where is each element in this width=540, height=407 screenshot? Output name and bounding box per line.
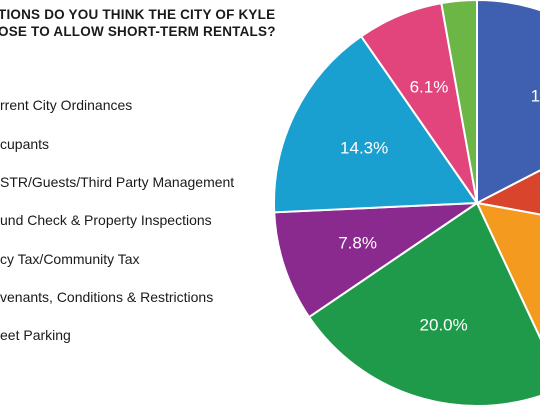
- legend-item-parking: eet Parking: [0, 327, 71, 343]
- pie-slice-0: [476, 0, 540, 205]
- legend-item-management: STR/Guests/Third Party Management: [0, 174, 235, 190]
- legend-item-covenants: venants, Conditions & Restrictions: [0, 289, 214, 305]
- pie-slice-label-4: 7.8%: [338, 234, 377, 253]
- pie-slice-3: [307, 201, 540, 407]
- pie-slice-5: [273, 34, 479, 214]
- pie-slice-label-3: 20.0%: [420, 315, 468, 334]
- pie-slice-label-0: 15.: [531, 87, 540, 106]
- pie-slice-1: [473, 169, 540, 216]
- pie-slice-label-6: 6.1%: [410, 78, 449, 97]
- pie-slice-7: [440, 0, 478, 204]
- pie-slice-2: [475, 201, 540, 340]
- chart-title: TIONS DO YOU THINK THE CITY OF KYLE OSE …: [0, 6, 276, 40]
- legend-item-occupants: cupants: [0, 136, 50, 152]
- pie-slice-4: [273, 201, 481, 319]
- legend-item-tax: cy Tax/Community Tax: [0, 251, 140, 267]
- legend-item-city-ordinances: rrent City Ordinances: [0, 97, 133, 113]
- pie-slice-label-5: 14.3%: [340, 138, 388, 157]
- chart-title-line1: TIONS DO YOU THINK THE CITY OF KYLE: [0, 7, 276, 22]
- chart-title-line2: OSE TO ALLOW SHORT-TERM RENTALS?: [0, 24, 276, 39]
- legend-item-inspections: und Check & Property Inspections: [0, 212, 212, 228]
